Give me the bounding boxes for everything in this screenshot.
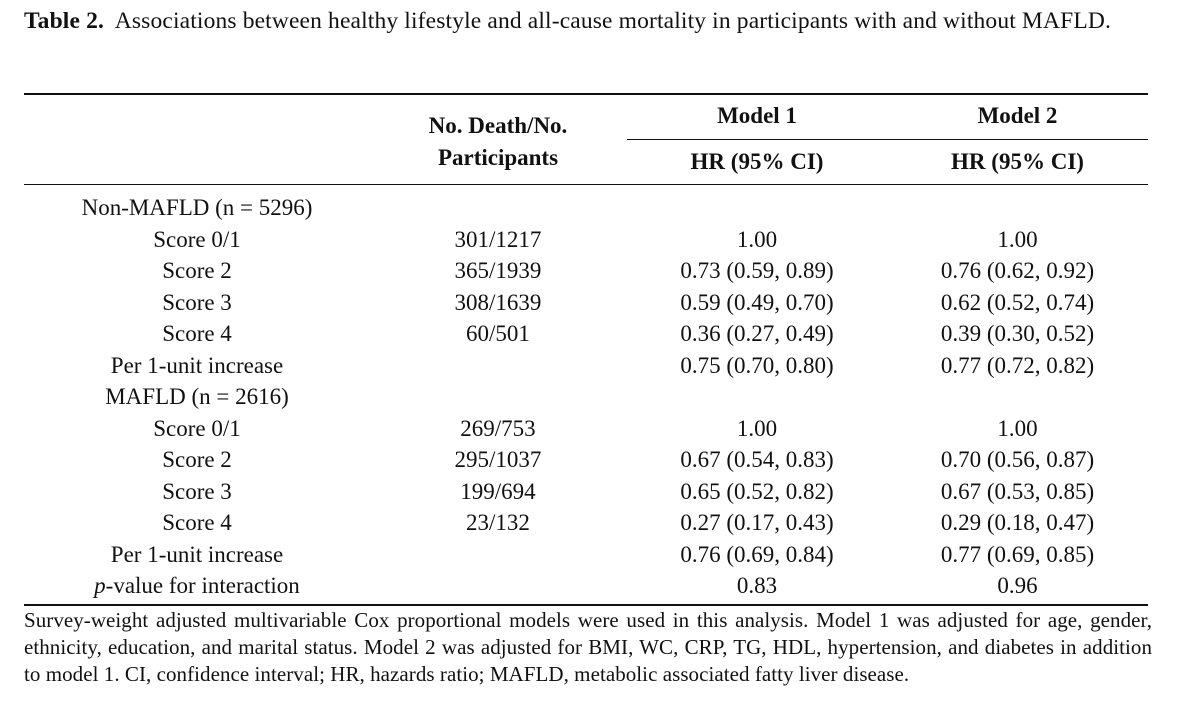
row-model-1: 1.00 (736, 415, 778, 441)
table-row: Score 4 60/501 0.36 (0.27, 0.49) 0.39 (0… (24, 318, 1148, 350)
row-model-1: 0.36 (0.27, 0.49) (680, 321, 834, 346)
table-row: MAFLD (n = 2616) (24, 381, 1148, 413)
row-counts: 365/1939 (454, 258, 542, 283)
table-row: Score 0/1 269/753 1.00 1.00 (24, 413, 1148, 445)
row-label: Score 0/1 (153, 226, 241, 252)
row-label: MAFLD (n = 2616) (105, 384, 289, 409)
row-label: Score 3 (162, 289, 232, 315)
caption-text: Associations between healthy lifestyle a… (114, 8, 1111, 34)
table-row: Per 1-unit increase 0.75 (0.70, 0.80) 0.… (24, 350, 1148, 382)
row-counts: 199/694 (460, 478, 536, 504)
row-counts: 295/1037 (454, 447, 542, 472)
header-counts: No. Death/No. Participants (428, 113, 568, 170)
row-model-2: 0.62 (0.52, 0.74) (940, 289, 1095, 315)
top-rule (24, 93, 1148, 95)
model-subheader-rule (627, 139, 1148, 140)
row-label: Score 2 (162, 258, 232, 283)
table-row: Score 3 199/694 0.65 (0.52, 0.82) 0.67 (… (24, 476, 1148, 508)
row-model-2: 0.77 (0.72, 0.82) (940, 352, 1095, 378)
table-row: Score 4 23/132 0.27 (0.17, 0.43) 0.29 (0… (24, 507, 1148, 539)
interaction-row: p-value for interaction 0.83 0.96 (24, 570, 1148, 602)
row-label: Per 1-unit increase (110, 352, 284, 378)
row-label: Score 3 (162, 478, 232, 504)
row-model-2: 0.76 (0.62, 0.92) (940, 258, 1095, 283)
interaction-model-2: 0.96 (997, 573, 1038, 598)
row-label: Per 1-unit increase (110, 541, 284, 567)
row-model-1: 0.59 (0.49, 0.70) (680, 289, 834, 315)
row-label: Non-MAFLD (n = 5296) (81, 195, 313, 220)
row-model-2: 0.70 (0.56, 0.87) (940, 447, 1095, 472)
table-row: Score 3 308/1639 0.59 (0.49, 0.70) 0.62 … (24, 287, 1148, 319)
table-caption: Table 2. Associations between healthy li… (24, 3, 1154, 40)
row-counts: 60/501 (466, 321, 530, 346)
header-model-2: Model 2 (977, 103, 1058, 128)
row-model-1: 1.00 (736, 226, 778, 252)
row-model-1: 0.76 (0.69, 0.84) (680, 541, 834, 567)
interaction-model-1: 0.83 (736, 573, 778, 598)
row-model-2: 0.29 (0.18, 0.47) (940, 510, 1095, 535)
interaction-label-p: p (94, 573, 106, 598)
table-row: Non-MAFLD (n = 5296) (24, 192, 1148, 224)
row-counts: 301/1217 (454, 226, 542, 252)
row-model-2: 1.00 (997, 415, 1038, 441)
row-model-2: 1.00 (997, 226, 1038, 252)
row-label: Score 4 (162, 510, 232, 535)
header-model-1: Model 1 (717, 103, 797, 128)
row-model-2: 0.77 (0.69, 0.85) (940, 541, 1095, 567)
header-rule (24, 184, 1148, 185)
bottom-rule (24, 604, 1148, 606)
caption-label: Table 2. (24, 8, 104, 34)
row-counts: 308/1639 (454, 289, 542, 315)
table-row: Score 2 295/1037 0.67 (0.54, 0.83) 0.70 … (24, 444, 1148, 476)
row-label: Score 0/1 (153, 415, 241, 441)
header-hr-model-1: HR (95% CI) (690, 149, 824, 174)
row-model-1: 0.75 (0.70, 0.80) (680, 352, 834, 378)
row-label: Score 2 (162, 447, 232, 472)
table-row: Score 2 365/1939 0.73 (0.59, 0.89) 0.76 … (24, 255, 1148, 287)
row-label: Score 4 (162, 321, 232, 346)
interaction-label: p-value for interaction (24, 570, 370, 602)
row-counts: 23/132 (466, 510, 530, 535)
table-row: Per 1-unit increase 0.76 (0.69, 0.84) 0.… (24, 539, 1148, 571)
row-model-1: 0.27 (0.17, 0.43) (680, 510, 834, 535)
row-model-2: 0.67 (0.53, 0.85) (940, 478, 1095, 504)
table-row: Score 0/1 301/1217 1.00 1.00 (24, 224, 1148, 256)
header-hr-model-2: HR (95% CI) (951, 149, 1084, 174)
interaction-label-rest: -value for interaction (105, 573, 300, 598)
row-model-1: 0.73 (0.59, 0.89) (680, 258, 834, 283)
row-model-1: 0.67 (0.54, 0.83) (680, 447, 834, 472)
row-counts: 269/753 (460, 415, 536, 441)
table-footnote: Survey-weight adjusted multivariable Cox… (24, 608, 1152, 686)
row-model-1: 0.65 (0.52, 0.82) (680, 478, 834, 504)
row-model-2: 0.39 (0.30, 0.52) (940, 321, 1095, 346)
table-body: Non-MAFLD (n = 5296) Score 0/1 301/1217 … (24, 192, 1148, 602)
